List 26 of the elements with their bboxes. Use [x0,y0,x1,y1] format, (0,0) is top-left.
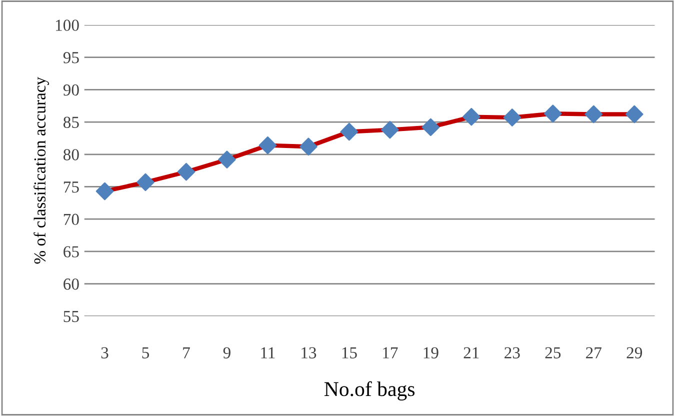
x-tick-label: 9 [223,347,230,358]
y-tick-label: 85 [63,116,79,128]
x-tick-label: 5 [142,347,149,358]
x-tick-label: 15 [342,347,357,358]
y-tick-label: 70 [64,214,79,226]
x-tick-label: 25 [545,347,561,358]
y-tick-label: 60 [64,278,79,290]
x-tick-label: 3 [101,347,108,358]
x-tick-label: 23 [504,347,520,358]
y-tick-label: 95 [63,52,79,64]
x-tick-label: 13 [302,347,316,358]
y-tick-label: 90 [63,84,79,96]
y-tick-label: 80 [63,149,79,160]
x-tick-label: 11 [261,347,275,358]
x-axis-title: No.of bags [324,381,415,400]
x-tick-label: 21 [464,347,479,358]
y-tick-label: 55 [64,311,79,322]
x-tick-label: 29 [626,347,642,358]
y-tick-label: 65 [64,246,79,258]
y-axis-title: % of classification accuracy [34,76,49,264]
y-tick-label: 100 [56,20,79,31]
y-tick-label: 75 [64,182,79,193]
x-tick-label: 7 [183,347,190,358]
x-tick-label: 27 [586,347,602,358]
x-tick-label: 17 [383,347,398,358]
x-tick-label: 19 [424,347,438,358]
